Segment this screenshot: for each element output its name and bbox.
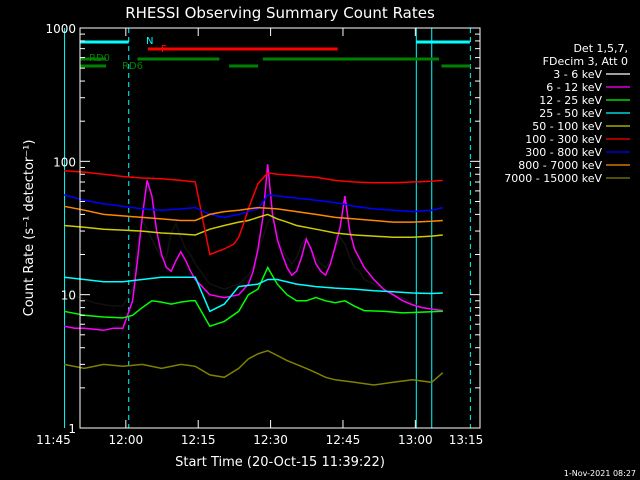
legend-label-4: 50 - 100 keV <box>532 120 602 133</box>
plot-frame <box>79 27 481 429</box>
x-tick-label-2: 12:15 <box>181 433 216 447</box>
series-line-6 <box>63 194 443 219</box>
legend-label-3: 25 - 50 keV <box>539 107 602 120</box>
legend-label-8: 7000 - 15000 keV <box>504 172 602 185</box>
series-line-3 <box>64 276 443 313</box>
series-line-0 <box>63 216 443 312</box>
legend-label-2: 12 - 25 keV <box>539 94 602 107</box>
series-line-8 <box>63 349 444 386</box>
flag-label-f: F <box>161 44 167 55</box>
y-tick-label-3: 1000 <box>45 22 76 36</box>
flag-label-n: N <box>146 36 153 47</box>
series-line-4 <box>64 213 443 238</box>
legend-label-7: 800 - 7000 keV <box>518 159 602 172</box>
legend-header-1: FDecim 3, Att 0 <box>543 55 628 68</box>
x-tick-label-0: 11:45 <box>36 433 71 447</box>
legend-label-0: 3 - 6 keV <box>553 68 602 81</box>
series-line-7 <box>63 205 443 223</box>
x-tick-label-1: 12:00 <box>109 433 144 447</box>
x-tick-label-4: 12:45 <box>326 433 361 447</box>
series-line-1 <box>63 164 443 332</box>
y-tick-label-2: 100 <box>53 155 76 169</box>
x-tick-label-6: 13:15 <box>449 433 484 447</box>
series-line-2 <box>63 265 443 328</box>
axis-ticks: 11:45 12:00 12:15 12:30 12:45 13:00 13:15 1 10 10… <box>36 22 483 447</box>
flag-label-rd0: RD0 <box>89 53 110 64</box>
y-tick-label-1: 10 <box>61 289 76 303</box>
date-stamp: 1-Nov-2021 08:27 <box>564 469 636 478</box>
y-axis-label: Count Rate (s⁻¹ detector⁻¹) <box>22 140 37 317</box>
x-axis-label: Start Time (20-Oct-15 11:39:22) <box>175 455 385 470</box>
chart-title: RHESSI Observing Summary Count Rates <box>125 4 435 22</box>
legend-header-0: Det 1,5,7, <box>573 42 628 55</box>
plot-area: NF RD0 RD6 <box>63 28 471 428</box>
legend-label-1: 6 - 12 keV <box>546 81 602 94</box>
x-tick-label-5: 13:00 <box>398 433 433 447</box>
flag-label-rd6: RD6 <box>122 61 143 72</box>
y-tick-label-0: 1 <box>68 422 76 436</box>
legend-label-5: 100 - 300 keV <box>525 133 602 146</box>
legend-label-6: 300 - 800 keV <box>525 146 602 159</box>
series-line-5 <box>64 169 443 256</box>
x-tick-label-3: 12:30 <box>253 433 288 447</box>
